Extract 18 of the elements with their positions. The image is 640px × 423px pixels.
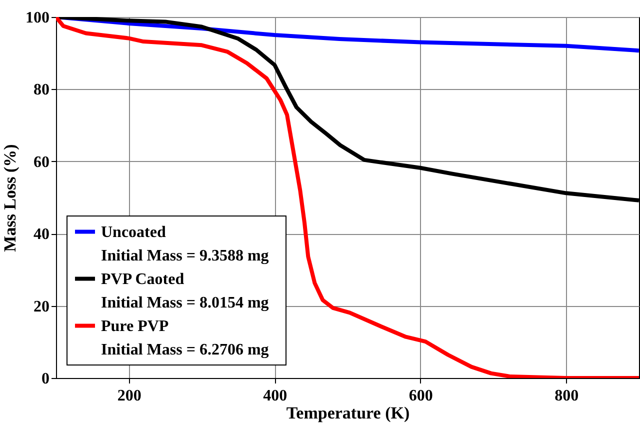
y-tick-label: 0 — [42, 370, 50, 388]
x-tick-label: 800 — [554, 388, 579, 404]
x-axis-title: Temperature (K) — [286, 404, 410, 422]
y-tick-label: 60 — [34, 154, 50, 171]
annotation: Initial Mass = 8.0154 mg — [101, 294, 269, 312]
y-tick-label: 100 — [26, 10, 50, 26]
y-tick-label: 80 — [34, 82, 50, 99]
legend-label: Pure PVP — [101, 318, 169, 335]
annotation: Initial Mass = 9.3588 mg — [101, 247, 269, 264]
x-tick-label: 400 — [263, 388, 288, 404]
annotation: Initial Mass = 6.2706 mg — [101, 341, 269, 358]
y-tick-label: 40 — [34, 226, 50, 244]
legend-label: PVP Caoted — [101, 270, 184, 288]
legend-label: Uncoated — [101, 224, 166, 241]
x-tick-label: 600 — [408, 388, 433, 404]
y-tick-label: 20 — [34, 298, 50, 316]
y-axis-title: Mass Loss (%) — [0, 144, 20, 252]
x-tick-label: 200 — [117, 388, 142, 404]
